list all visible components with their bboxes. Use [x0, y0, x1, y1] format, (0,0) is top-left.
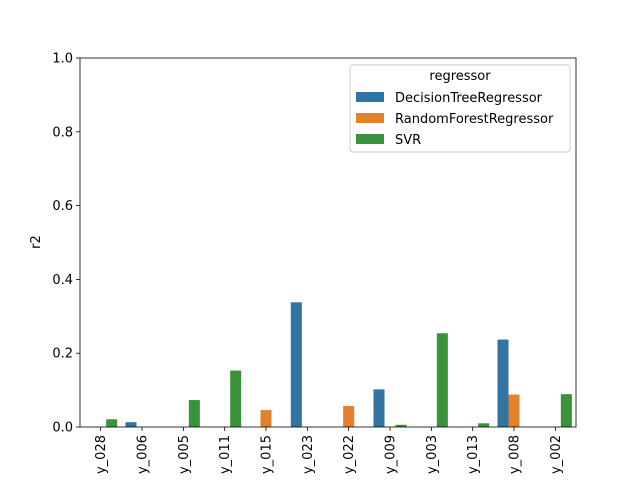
- y-ticks-group: 0.0 0.2 0.4 0.6 0.8 1.0: [52, 52, 80, 436]
- y-tick-label: 0.8: [52, 125, 73, 140]
- bar-y_022-RandomForestRegressor: [343, 405, 355, 427]
- x-tick-label: y_009: [384, 435, 399, 474]
- legend-title: regressor: [429, 69, 491, 84]
- bar-y_028-SVR: [106, 419, 118, 427]
- x-tick-label: y_015: [260, 435, 275, 474]
- x-tick-label: y_006: [136, 435, 151, 474]
- x-tick-label: y_005: [177, 435, 192, 474]
- y-axis-label: r2: [29, 235, 44, 249]
- y-tick-label: 0.0: [52, 421, 73, 436]
- bar-y_011-SVR: [230, 370, 242, 427]
- bar-y_008-DecisionTreeRegressor: [497, 339, 509, 427]
- x-tick-label: y_022: [342, 435, 357, 474]
- axes-group: [79, 57, 577, 428]
- bars-group: [106, 302, 572, 427]
- bar-y_006-DecisionTreeRegressor: [125, 422, 137, 427]
- legend-swatch: [356, 134, 384, 144]
- bar-y_008-RandomForestRegressor: [508, 394, 520, 427]
- legend-items: DecisionTreeRegressor RandomForestRegress…: [356, 91, 554, 148]
- legend-label: DecisionTreeRegressor: [395, 91, 543, 106]
- bar-y_003-SVR: [436, 333, 448, 427]
- bar-y_002-SVR: [560, 394, 572, 427]
- x-tick-label: y_028: [94, 435, 109, 474]
- bar-y_015-RandomForestRegressor: [260, 410, 272, 427]
- bar-y_013-SVR: [478, 423, 490, 427]
- legend-label: SVR: [395, 133, 421, 148]
- x-ticks-group: y_028 y_006 y_005 y_011 y_015 y_023 y_022 y_009…: [94, 427, 564, 474]
- y-tick-label: 0.2: [52, 347, 73, 362]
- legend-label: RandomForestRegressor: [395, 112, 554, 127]
- bar-y_005-SVR: [188, 400, 200, 427]
- plot-frame: [79, 57, 577, 428]
- bar-y_023-DecisionTreeRegressor: [290, 302, 302, 427]
- x-tick-label: y_023: [301, 435, 316, 474]
- legend-swatch: [356, 92, 384, 102]
- bar-y_009-SVR: [395, 424, 407, 427]
- y-tick-label: 1.0: [52, 52, 73, 67]
- x-tick-label: y_002: [549, 435, 564, 474]
- legend-frame: [349, 64, 571, 153]
- x-tick-label: y_013: [466, 435, 481, 474]
- x-tick-label: y_003: [425, 435, 440, 474]
- y-tick-label: 0.6: [52, 199, 73, 214]
- x-tick-label: y_008: [508, 435, 523, 474]
- bar-y_009-DecisionTreeRegressor: [373, 389, 385, 427]
- y-tick-label: 0.4: [52, 273, 73, 288]
- x-tick-label: y_011: [218, 435, 233, 474]
- legend-swatch: [356, 113, 384, 123]
- legend: regressor DecisionTreeRegressor RandomFor…: [349, 64, 571, 153]
